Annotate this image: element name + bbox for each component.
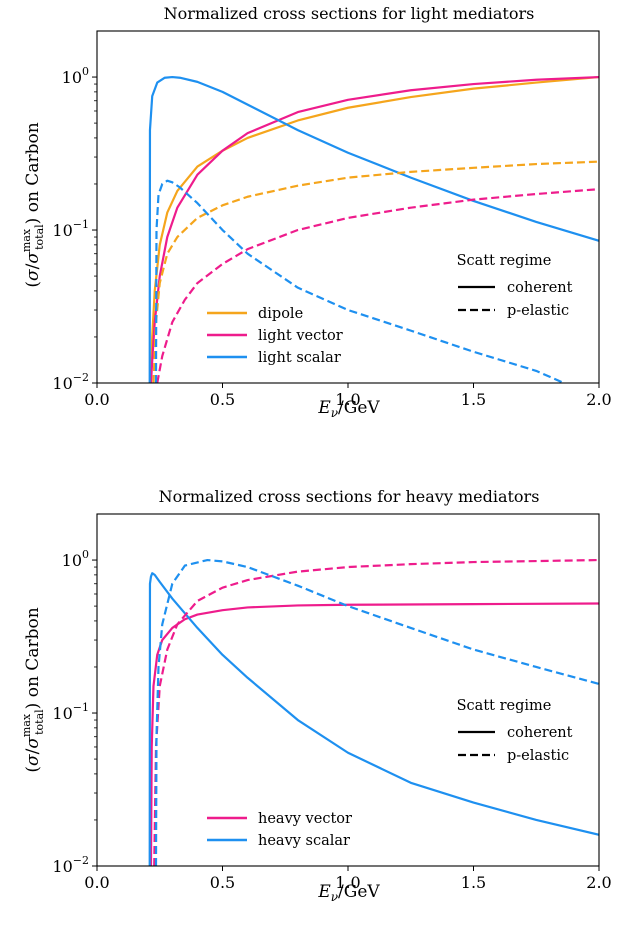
y-tick-label: 100 xyxy=(62,65,89,87)
light-scalar-p-elastic-line xyxy=(154,179,565,383)
x-tick-label: 0.0 xyxy=(84,873,109,892)
legend-label: light vector xyxy=(258,328,343,344)
legend-label: dipole xyxy=(258,306,303,322)
regime-label: p-elastic xyxy=(507,303,569,319)
y-tick-label: 10−1 xyxy=(52,701,89,723)
series-legend: heavy vector heavy scalar xyxy=(207,811,352,849)
y-axis-label: (σ/σmaxtotal) on Carbon xyxy=(20,122,46,287)
plot-area xyxy=(96,513,600,867)
x-tick-labels: 0.0 0.5 1.0 1.5 2.0 xyxy=(84,866,612,892)
heavy-vector-coherent-line xyxy=(149,602,599,866)
x-axis-label: Eν/GeV xyxy=(317,398,380,420)
y-tick-labels: 100 10−1 10−2 xyxy=(52,548,97,876)
plot-area xyxy=(96,30,600,384)
regime-label: coherent xyxy=(507,725,573,741)
light-vector-coherent-line xyxy=(149,75,599,383)
chart-title: Normalized cross sections for light medi… xyxy=(164,4,535,23)
chart-title: Normalized cross sections for heavy medi… xyxy=(159,487,540,506)
series-legend: dipole light vector light scalar xyxy=(207,306,343,366)
x-tick-label: 0.0 xyxy=(84,390,109,409)
y-tick-label: 10−1 xyxy=(52,218,89,240)
dipole-coherent-line xyxy=(149,75,599,383)
light-vector-p-elastic-line xyxy=(156,188,599,383)
x-tick-label: 2.0 xyxy=(586,390,611,409)
regime-legend-title: Scatt regime xyxy=(457,698,552,714)
regime-label: p-elastic xyxy=(507,748,569,764)
y-tick-label: 100 xyxy=(62,548,89,570)
legend-label: heavy scalar xyxy=(258,833,350,849)
y-tick-label: 10−2 xyxy=(52,371,89,393)
x-tick-labels: 0.0 0.5 1.0 1.5 2.0 xyxy=(84,383,612,409)
x-axis-label: Eν/GeV xyxy=(317,882,380,904)
light-scalar-coherent-line xyxy=(148,75,599,383)
dipole-p-elastic-line xyxy=(152,160,599,383)
x-tick-label: 0.5 xyxy=(210,873,235,892)
x-tick-label: 1.0 xyxy=(335,873,360,892)
y-axis-label: (σ/σmaxtotal) on Carbon xyxy=(20,607,46,772)
x-tick-label: 1.0 xyxy=(335,390,360,409)
legend-label: light scalar xyxy=(258,350,341,366)
heavy-vector-p-elastic-line xyxy=(153,558,599,866)
x-tick-label: 0.5 xyxy=(210,390,235,409)
regime-legend-title: Scatt regime xyxy=(457,253,552,269)
heavy-scalar-coherent-line xyxy=(148,572,599,866)
x-tick-label: 1.5 xyxy=(461,390,486,409)
regime-legend: Scatt regime coherent p-elastic xyxy=(457,698,573,764)
light-mediators-panel: Normalized cross sections for light medi… xyxy=(20,4,612,420)
y-tick-label: 10−2 xyxy=(52,854,89,876)
y-tick-labels: 100 10−1 10−2 xyxy=(52,65,97,393)
regime-legend: Scatt regime coherent p-elastic xyxy=(457,253,573,319)
regime-label: coherent xyxy=(507,280,573,296)
heavy-mediators-panel: Normalized cross sections for heavy medi… xyxy=(20,487,612,904)
x-tick-label: 1.5 xyxy=(461,873,486,892)
heavy-scalar-p-elastic-line xyxy=(154,558,599,866)
x-tick-label: 2.0 xyxy=(586,873,611,892)
legend-label: heavy vector xyxy=(258,811,352,827)
